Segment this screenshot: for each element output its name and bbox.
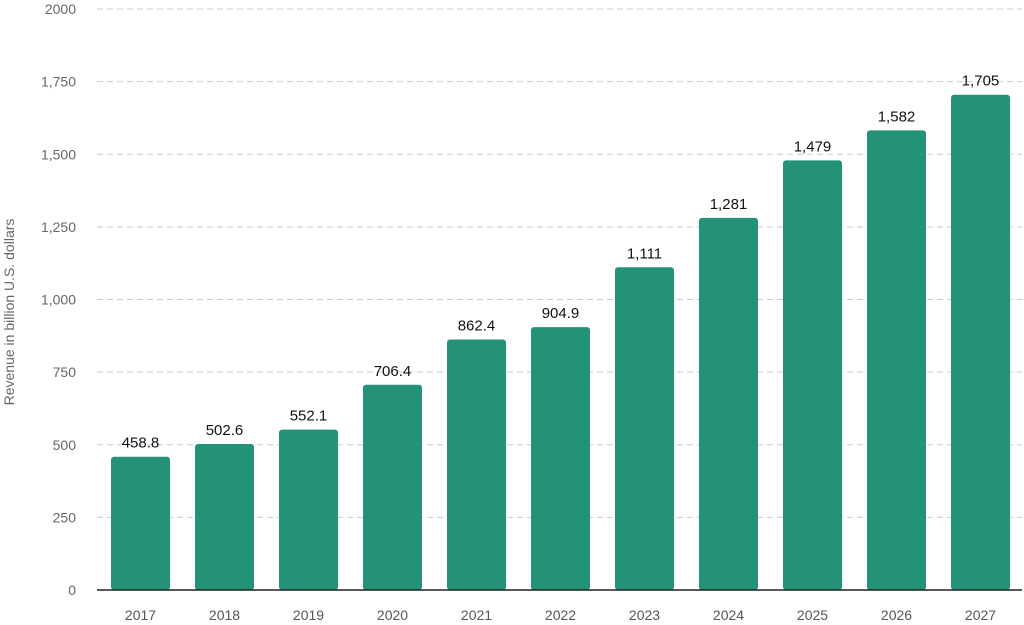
y-tick-label: 750 (53, 364, 77, 380)
x-tick-label: 2020 (377, 607, 408, 623)
bar-2018 (195, 443, 254, 590)
x-tick-label: 2023 (629, 607, 660, 623)
x-tick-label: 2027 (965, 607, 996, 623)
y-tick-label: 1,500 (41, 146, 76, 162)
data-label: 458.8 (122, 435, 160, 452)
x-tick-label: 2025 (797, 607, 828, 623)
bar-2021 (447, 339, 506, 590)
bar-2019 (279, 429, 338, 590)
bar-2020 (363, 384, 422, 590)
y-tick-label: 1,250 (41, 219, 76, 235)
data-label: 1,111 (627, 245, 662, 262)
y-tick-label: 2000 (45, 1, 76, 17)
x-tick-label: 2019 (293, 607, 324, 623)
y-tick-label: 250 (53, 509, 77, 525)
bar-2017 (111, 456, 170, 590)
data-label: 1,479 (794, 138, 832, 155)
y-tick-label: 0 (68, 582, 76, 598)
x-tick-label: 2026 (881, 607, 912, 623)
bar-2027 (951, 94, 1010, 590)
data-label: 1,582 (878, 108, 916, 125)
y-tick-label: 1,750 (41, 74, 76, 90)
data-label: 862.4 (458, 317, 496, 334)
data-label: 1,281 (710, 196, 748, 213)
x-tick-label: 2022 (545, 607, 576, 623)
data-label: 706.4 (374, 363, 412, 380)
x-tick-label: 2017 (125, 607, 156, 623)
y-tick-label: 500 (53, 437, 77, 453)
bar-2022 (531, 327, 590, 590)
bar-2023 (615, 267, 674, 590)
data-label: 904.9 (542, 305, 580, 322)
y-tick-label: 1,000 (41, 292, 76, 308)
x-tick-label: 2018 (209, 607, 240, 623)
y-axis-label: Revenue in billion U.S. dollars (1, 219, 17, 406)
x-tick-label: 2024 (713, 607, 744, 623)
bar-2024 (699, 217, 758, 590)
data-label: 552.1 (290, 408, 328, 425)
data-label: 502.6 (206, 422, 244, 439)
bar-2025 (783, 160, 842, 590)
data-label: 1,705 (962, 73, 1000, 90)
bar-2026 (867, 130, 926, 590)
x-tick-label: 2021 (461, 607, 492, 623)
